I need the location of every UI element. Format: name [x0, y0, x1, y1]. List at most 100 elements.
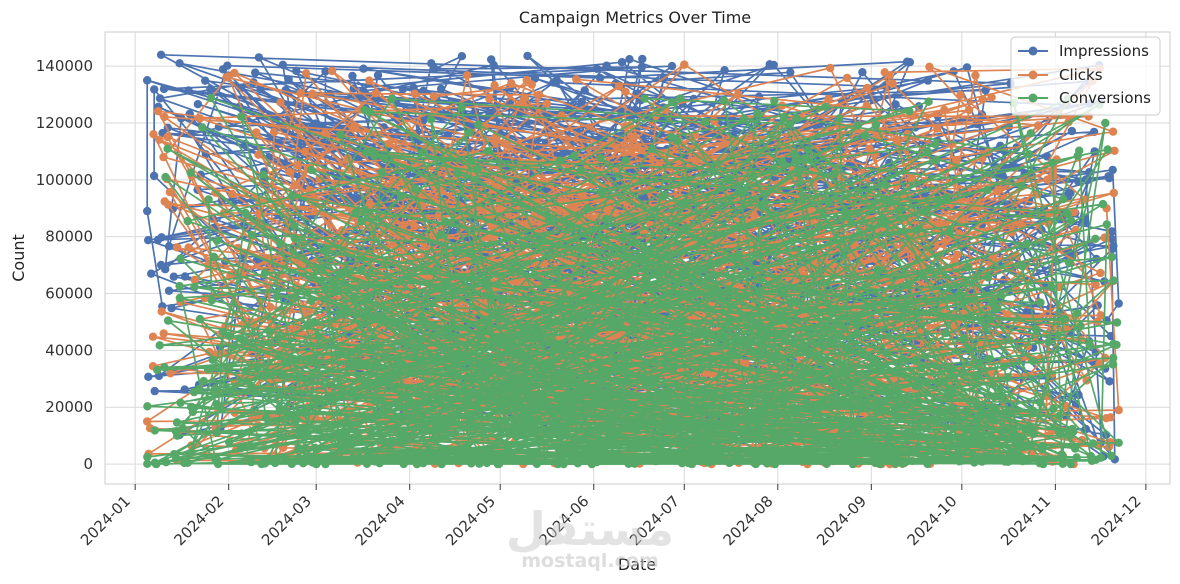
data-point-conversions — [647, 144, 657, 153]
data-point-conversions — [287, 191, 297, 200]
data-point-conversions — [1039, 443, 1048, 452]
data-point-clicks — [1070, 207, 1079, 217]
data-point-conversions — [290, 222, 299, 231]
data-point-clicks — [254, 150, 263, 159]
legend: Impressions Clicks Conversions — [1010, 36, 1161, 116]
data-point-conversions — [360, 205, 369, 214]
data-point-conversions — [323, 455, 333, 465]
data-point-conversions — [279, 371, 288, 380]
data-point-conversions — [476, 333, 485, 343]
data-point-conversions — [593, 388, 602, 397]
data-point-conversions — [933, 195, 942, 204]
legend-label-conversions: Conversions — [1059, 89, 1151, 107]
data-point-conversions — [493, 459, 502, 469]
data-point-conversions — [821, 102, 830, 112]
data-point-conversions — [1011, 431, 1020, 441]
data-point-conversions — [706, 453, 715, 462]
data-point-conversions — [1022, 425, 1032, 434]
data-point-conversions — [911, 431, 920, 440]
data-point-conversions — [262, 413, 271, 423]
data-point-conversions — [588, 443, 598, 452]
data-point-conversions — [1036, 298, 1045, 307]
data-point-conversions — [763, 457, 772, 466]
data-point-conversions — [441, 217, 450, 226]
data-point-conversions — [582, 446, 591, 455]
data-point-conversions — [1098, 199, 1108, 209]
data-point-conversions — [983, 185, 992, 195]
data-point-clicks — [971, 71, 980, 80]
data-point-conversions — [185, 449, 194, 458]
data-point-impressions — [1108, 165, 1117, 175]
data-point-clicks — [518, 99, 528, 109]
data-point-impressions — [175, 59, 184, 68]
data-point-conversions — [864, 438, 873, 447]
data-point-clicks — [315, 174, 324, 184]
data-point-clicks — [978, 95, 987, 104]
data-point-conversions — [720, 414, 730, 424]
y-tick-label: 40000 — [45, 341, 93, 359]
y-tick-label: 60000 — [45, 285, 93, 303]
data-point-conversions — [1107, 451, 1116, 461]
data-point-conversions — [973, 372, 983, 381]
data-point-conversions — [695, 365, 704, 374]
data-point-conversions — [508, 259, 517, 268]
data-point-conversions — [918, 271, 927, 280]
data-point-conversions — [677, 459, 687, 468]
data-point-conversions — [890, 404, 900, 413]
legend-label-impressions: Impressions — [1059, 42, 1149, 60]
data-point-conversions — [1035, 458, 1045, 468]
data-point-conversions — [532, 459, 541, 469]
data-point-conversions — [206, 93, 216, 103]
data-point-conversions — [847, 218, 856, 228]
data-point-clicks — [195, 114, 205, 123]
data-point-conversions — [739, 115, 749, 124]
data-point-conversions — [911, 381, 920, 391]
data-point-clicks — [321, 129, 330, 138]
data-point-conversions — [503, 341, 512, 351]
data-point-conversions — [143, 459, 152, 468]
data-point-impressions — [891, 100, 900, 109]
data-point-conversions — [1085, 339, 1094, 349]
data-point-conversions — [210, 384, 220, 393]
data-point-conversions — [528, 429, 537, 438]
data-point-conversions — [707, 420, 716, 430]
data-point-clicks — [308, 89, 317, 98]
data-point-conversions — [649, 435, 658, 444]
data-point-conversions — [922, 208, 931, 217]
data-point-conversions — [1066, 459, 1076, 469]
data-point-conversions — [904, 279, 913, 288]
data-point-conversions — [676, 434, 685, 443]
data-point-conversions — [556, 301, 566, 311]
data-point-conversions — [905, 106, 914, 116]
data-point-conversions — [803, 145, 812, 154]
data-point-conversions — [777, 312, 786, 321]
data-point-conversions — [753, 422, 763, 431]
data-point-conversions — [848, 459, 857, 468]
data-point-conversions — [783, 436, 793, 445]
data-point-conversions — [996, 290, 1005, 300]
series-conversions — [143, 93, 1123, 469]
data-point-conversions — [1026, 129, 1036, 138]
data-point-clicks — [888, 79, 897, 88]
data-point-clicks — [880, 68, 889, 77]
data-point-conversions — [357, 265, 366, 274]
data-point-impressions — [180, 385, 189, 394]
data-point-conversions — [1000, 457, 1010, 466]
data-point-impressions — [577, 97, 586, 107]
data-point-conversions — [442, 323, 451, 333]
data-point-conversions — [447, 306, 457, 315]
data-point-conversions — [689, 290, 698, 300]
data-point-clicks — [863, 83, 872, 93]
data-point-conversions — [1016, 181, 1026, 191]
data-point-conversions — [556, 156, 565, 165]
data-point-impressions — [155, 94, 165, 103]
data-point-conversions — [212, 428, 221, 437]
data-point-clicks — [1106, 413, 1115, 422]
watermark: مستقل mostaql.com — [506, 502, 674, 572]
data-point-conversions — [856, 403, 866, 412]
data-point-conversions — [1091, 234, 1100, 243]
data-point-impressions — [1106, 331, 1116, 341]
data-point-impressions — [144, 236, 153, 245]
data-point-clicks — [750, 211, 759, 220]
data-point-conversions — [172, 418, 182, 427]
